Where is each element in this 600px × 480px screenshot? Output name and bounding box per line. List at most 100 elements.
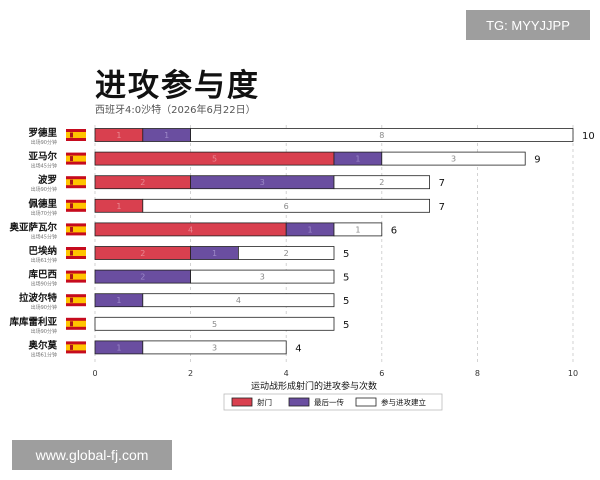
player-name: 亚马尔 xyxy=(28,151,57,163)
watermark-top: TG: MYYJJPP xyxy=(466,10,590,40)
segment-label: 1 xyxy=(355,155,360,164)
flag-emblem xyxy=(70,297,73,303)
flag-stripe-yellow xyxy=(66,155,86,162)
bar-segment xyxy=(333,175,430,190)
segment-label: 5 xyxy=(212,320,217,329)
player-minutes: 出场61分钟 xyxy=(31,351,57,358)
legend-box xyxy=(223,393,443,411)
x-tick-label: 8 xyxy=(475,369,480,378)
flag-emblem xyxy=(70,156,73,162)
total-label: 5 xyxy=(343,249,349,260)
flag-emblem xyxy=(70,250,73,256)
segment-label: 8 xyxy=(379,131,384,140)
legend-label: 最后一传 xyxy=(314,397,344,407)
chart-subtitle: 西班牙4:0沙特（2026年6月22日） xyxy=(95,105,256,116)
total-label: 5 xyxy=(343,320,349,331)
segment-label: 1 xyxy=(116,131,121,140)
legend-swatch xyxy=(231,397,253,407)
segment-label: 2 xyxy=(284,249,289,258)
segment-label: 2 xyxy=(140,249,145,258)
total-label: 7 xyxy=(439,202,445,213)
flag-emblem xyxy=(70,203,73,209)
player-name: 库库雷利亚 xyxy=(8,316,57,328)
flag-stripe-yellow xyxy=(66,273,86,280)
segment-label: 3 xyxy=(260,178,265,187)
flag-stripe-yellow xyxy=(66,320,86,327)
x-tick-label: 10 xyxy=(568,369,578,378)
player-name: 罗德里 xyxy=(28,127,57,139)
flag-stripe-yellow xyxy=(66,226,86,233)
flag-stripe-yellow xyxy=(66,132,86,138)
watermark-bottom: www.global-fj.com xyxy=(12,440,172,470)
bar-segment xyxy=(142,293,335,308)
player-minutes: 出场90分钟 xyxy=(31,139,57,146)
total-label: 5 xyxy=(343,296,349,307)
player-minutes: 出场61分钟 xyxy=(31,257,57,264)
player-name: 奥亚萨瓦尔 xyxy=(8,221,57,233)
segment-label: 1 xyxy=(164,131,169,140)
segment-label: 3 xyxy=(451,155,456,164)
flag-emblem xyxy=(70,321,73,327)
player-minutes: 出场45分钟 xyxy=(31,163,57,170)
segment-label: 4 xyxy=(236,296,241,305)
bar-segment xyxy=(142,340,287,355)
player-name: 佩德里 xyxy=(28,198,57,210)
flag-stripe-yellow xyxy=(66,179,86,186)
segment-label: 2 xyxy=(140,273,145,282)
player-name: 库巴西 xyxy=(27,269,57,281)
player-minutes: 出场90分钟 xyxy=(31,304,57,311)
x-tick-label: 0 xyxy=(92,369,97,378)
player-name: 巴埃纳 xyxy=(28,245,57,257)
player-minutes: 出场90分钟 xyxy=(31,281,57,288)
legend-swatch xyxy=(288,397,310,407)
bar-segment xyxy=(381,151,526,166)
player-name: 波罗 xyxy=(38,174,57,186)
bar-segment xyxy=(94,316,335,331)
flag-emblem xyxy=(70,274,73,280)
legend-swatch xyxy=(355,397,377,407)
x-tick-label: 4 xyxy=(284,369,289,378)
player-minutes: 出场90分钟 xyxy=(31,186,57,193)
flag-stripe-yellow xyxy=(66,344,86,351)
legend-label: 参与进攻建立 xyxy=(381,397,426,407)
legend-label: 射门 xyxy=(257,397,272,407)
player-minutes: 出场90分钟 xyxy=(31,328,57,335)
player-name: 奥尔莫 xyxy=(27,339,57,351)
bar-segment xyxy=(190,269,335,284)
segment-label: 1 xyxy=(212,249,217,258)
segment-label: 4 xyxy=(188,225,193,234)
segment-label: 2 xyxy=(379,178,384,187)
player-name: 拉波尔特 xyxy=(19,292,58,304)
flag-stripe-yellow xyxy=(66,297,86,304)
total-label: 7 xyxy=(439,178,445,189)
flag-emblem xyxy=(70,132,73,138)
segment-label: 1 xyxy=(116,202,121,211)
flag-stripe-yellow xyxy=(66,250,86,256)
segment-label: 1 xyxy=(355,225,360,234)
total-label: 6 xyxy=(391,225,397,236)
x-tick-label: 6 xyxy=(379,369,384,378)
flag-stripe-yellow xyxy=(66,202,86,209)
total-label: 10 xyxy=(582,131,595,142)
flag-emblem xyxy=(70,226,73,232)
player-minutes: 出场45分钟 xyxy=(31,233,57,240)
segment-label: 6 xyxy=(284,202,289,211)
segment-label: 3 xyxy=(260,273,265,282)
bar-segment xyxy=(333,222,383,237)
segment-label: 3 xyxy=(212,343,217,352)
segment-label: 2 xyxy=(140,178,145,187)
flag-emblem xyxy=(70,179,73,185)
bar-segment xyxy=(142,198,430,213)
x-axis-label: 运动战形成射门的进攻参与次数 xyxy=(251,380,377,392)
segment-label: 5 xyxy=(212,155,217,164)
segment-label: 1 xyxy=(116,296,121,305)
bar-segment xyxy=(190,128,574,142)
total-label: 9 xyxy=(534,155,540,166)
total-label: 5 xyxy=(343,273,349,284)
flag-emblem xyxy=(70,344,73,350)
bar-segment xyxy=(237,246,335,260)
player-minutes: 出场70分钟 xyxy=(31,210,57,217)
segment-label: 1 xyxy=(308,225,313,234)
x-tick-label: 2 xyxy=(188,369,193,378)
